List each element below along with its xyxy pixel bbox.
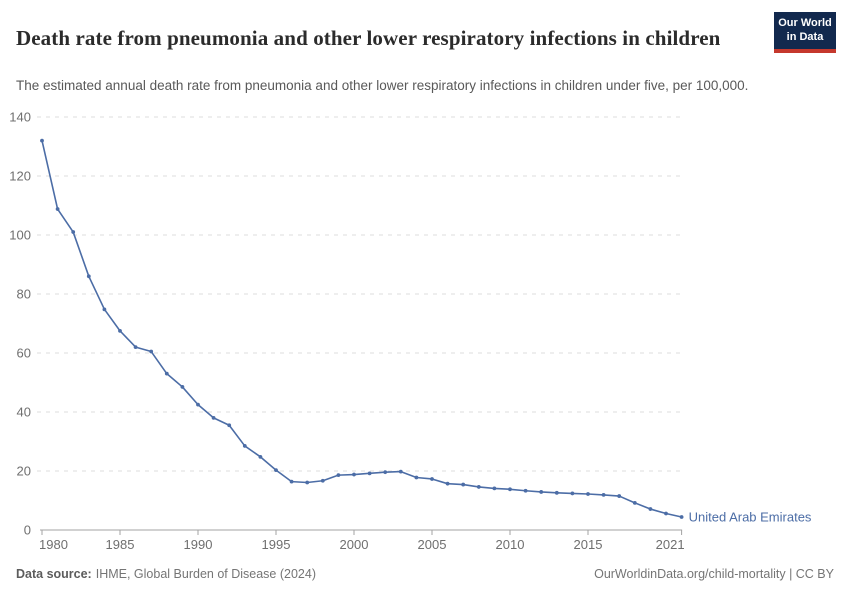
y-tick-label: 60 xyxy=(17,346,31,361)
data-point[interactable] xyxy=(367,471,372,476)
chart-footer: Data source: IHME, Global Burden of Disea… xyxy=(16,567,834,581)
data-point[interactable] xyxy=(617,494,622,498)
data-point[interactable] xyxy=(336,473,341,478)
chart-subtitle: The estimated annual death rate from pne… xyxy=(16,78,749,93)
data-source-value: IHME, Global Burden of Disease (2024) xyxy=(95,567,316,581)
line-chart[interactable]: 0 20 40 60 80 100 120 140 1980 1985 1990 1995 2000 20… xyxy=(0,96,850,560)
data-point[interactable] xyxy=(40,138,44,143)
y-tick-label: 0 xyxy=(24,523,31,538)
y-tick-label: 80 xyxy=(17,287,31,302)
y-tick-label: 40 xyxy=(17,405,31,420)
data-point[interactable] xyxy=(632,500,637,505)
data-point[interactable] xyxy=(305,480,310,485)
owid-logo-line1: Our World xyxy=(778,17,832,29)
data-point[interactable] xyxy=(414,475,419,480)
data-point[interactable] xyxy=(149,349,154,354)
data-point[interactable] xyxy=(133,345,138,349)
data-point[interactable] xyxy=(492,486,497,491)
data-point[interactable] xyxy=(461,482,466,487)
data-point[interactable] xyxy=(476,485,481,489)
entity-label: United Arab Emirates xyxy=(689,510,812,525)
trend-line xyxy=(41,139,683,518)
x-tick-label: 2010 xyxy=(496,537,525,552)
data-point[interactable] xyxy=(430,477,434,481)
x-tick-label: 2015 xyxy=(574,537,603,552)
data-point[interactable] xyxy=(445,481,450,486)
data-point[interactable] xyxy=(679,515,684,519)
x-tick-label: 1985 xyxy=(106,537,135,552)
data-point[interactable] xyxy=(118,328,122,333)
data-point[interactable] xyxy=(398,469,403,474)
data-point[interactable] xyxy=(508,487,512,492)
chart-area: 0 20 40 60 80 100 120 140 1980 1985 1990 1995 2000 20… xyxy=(0,96,850,560)
data-point[interactable] xyxy=(71,230,76,234)
owid-logo[interactable]: Our World in Data xyxy=(774,12,836,53)
page-title: Death rate from pneumonia and other lowe… xyxy=(16,26,721,51)
data-point[interactable] xyxy=(601,492,606,497)
data-point[interactable] xyxy=(539,490,544,494)
data-point[interactable] xyxy=(383,470,388,475)
owid-citation-link[interactable]: OurWorldinData.org/child-mortality | CC … xyxy=(594,567,834,581)
data-point[interactable] xyxy=(227,423,232,428)
data-point[interactable] xyxy=(242,444,247,448)
data-point[interactable] xyxy=(164,371,169,376)
data-point[interactable] xyxy=(289,479,294,484)
data-source-label: Data source: xyxy=(16,567,92,581)
data-point[interactable] xyxy=(320,478,325,483)
data-point[interactable] xyxy=(570,491,575,496)
x-tick-label: 1990 xyxy=(184,537,213,552)
x-tick-label: 1995 xyxy=(262,537,291,552)
data-point[interactable] xyxy=(274,468,278,473)
owid-logo-line2: in Data xyxy=(786,30,824,43)
data-point[interactable] xyxy=(180,385,185,389)
data-point[interactable] xyxy=(352,472,356,477)
data-point[interactable] xyxy=(648,507,653,511)
data-point[interactable] xyxy=(55,207,60,211)
data-point[interactable] xyxy=(86,274,91,279)
data-source: Data source: IHME, Global Burden of Disea… xyxy=(16,567,316,581)
data-point[interactable] xyxy=(196,402,200,407)
data-point[interactable] xyxy=(664,511,668,516)
x-tick-label: 2005 xyxy=(418,537,447,552)
y-tick-label: 20 xyxy=(17,464,31,479)
data-point[interactable] xyxy=(586,492,590,496)
x-tick-label: 2021 xyxy=(656,537,685,552)
data-point[interactable] xyxy=(102,307,107,312)
y-tick-label: 140 xyxy=(9,110,31,125)
y-tick-label: 100 xyxy=(9,228,31,243)
x-tick-label: 2000 xyxy=(340,537,369,552)
data-point[interactable] xyxy=(211,416,216,420)
data-point[interactable] xyxy=(554,490,559,495)
x-tick-label: 1980 xyxy=(39,537,68,552)
data-point[interactable] xyxy=(258,454,263,459)
data-point[interactable] xyxy=(523,488,528,493)
y-tick-label: 120 xyxy=(9,169,31,184)
